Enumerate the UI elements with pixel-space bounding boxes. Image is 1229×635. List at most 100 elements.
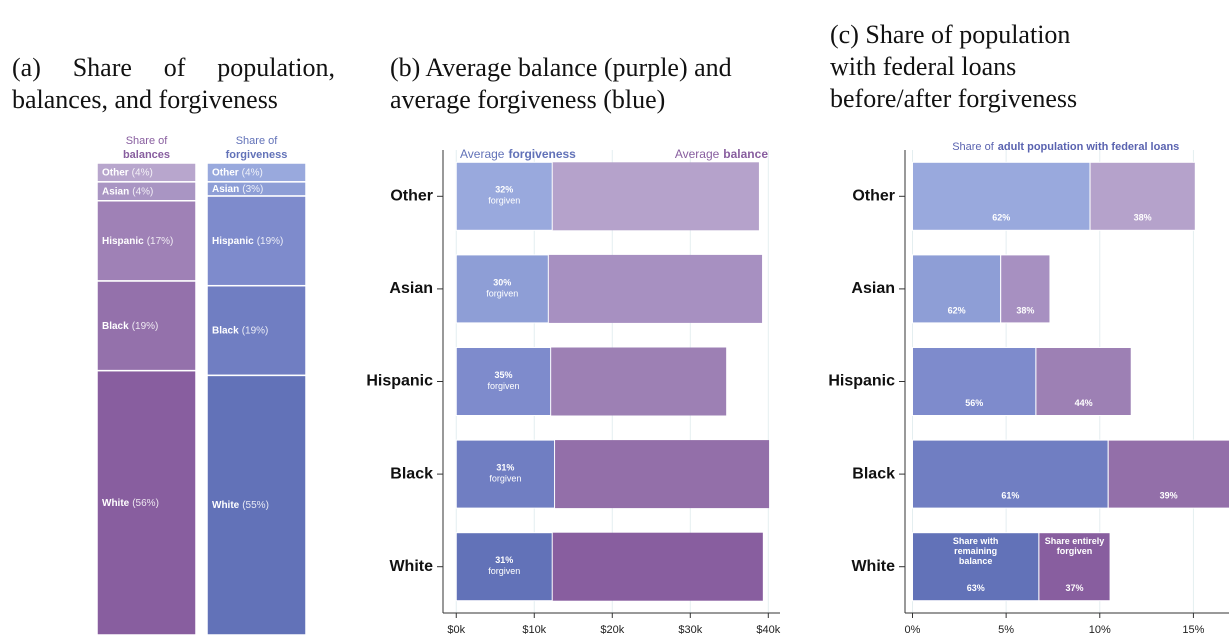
column-header: Share of <box>236 135 279 147</box>
category-label: Asian <box>389 280 433 297</box>
value-label: (19%) <box>242 325 269 336</box>
segment-share: 61% <box>1001 490 1019 500</box>
category-label: White <box>851 558 895 575</box>
category-name: Black <box>212 325 239 336</box>
category-name: White <box>212 500 240 511</box>
segment <box>911 439 1109 509</box>
value-label: (19%) <box>132 320 159 331</box>
segment-label: Hispanic (17%) <box>102 236 173 247</box>
x-tick-label: $0k <box>447 624 465 635</box>
legend-entry: Average forgiveness <box>460 147 576 161</box>
segment <box>1035 347 1132 416</box>
value-label: (56%) <box>132 497 159 508</box>
legend-name: balance <box>723 147 768 161</box>
x-tick-label: 5% <box>998 624 1014 635</box>
forgiven-share: 30% <box>493 277 511 287</box>
forgiven-share: 31% <box>496 462 514 472</box>
segment-share: 63% <box>967 583 985 593</box>
value-label: (17%) <box>147 236 174 247</box>
segment <box>206 195 307 287</box>
value-label: (4%) <box>242 167 263 178</box>
segment-share: 38% <box>1134 213 1152 223</box>
segment-share: 38% <box>1016 305 1034 315</box>
forgiven-share: 32% <box>495 185 513 195</box>
forgiven-word: forgiven <box>486 288 518 298</box>
category-label: White <box>389 558 433 575</box>
column-header: balances <box>123 149 170 161</box>
x-tick-label: 10% <box>1089 624 1111 635</box>
header-bold: adult population with federal loans <box>998 141 1180 153</box>
segment <box>911 532 1040 602</box>
value-label: (4%) <box>132 167 153 178</box>
category-label: Hispanic <box>828 373 895 390</box>
segment-label: Other (4%) <box>212 167 263 178</box>
segment <box>96 369 197 635</box>
column-header: Share of <box>126 135 169 147</box>
value-label: (3%) <box>242 184 263 195</box>
category-name: White <box>102 497 130 508</box>
panel-a-title: (a) Share of population, balances, and f… <box>12 53 335 114</box>
category-label: Black <box>390 465 433 482</box>
segment <box>206 284 307 377</box>
legend-prefix: Average <box>675 147 720 161</box>
forgiveness-bar <box>455 161 553 231</box>
legend-prefix: Average <box>460 147 505 161</box>
forgiveness-bar <box>455 532 553 602</box>
forgiven-word: forgiven <box>488 566 520 576</box>
category-label: Asian <box>851 280 895 297</box>
segment <box>911 254 1002 324</box>
forgiven-word: forgiven <box>487 381 519 391</box>
segment-label: White (55%) <box>212 500 269 511</box>
forgiveness-bar <box>455 347 552 416</box>
value-label: (55%) <box>242 500 269 511</box>
segment-label: Asian (4%) <box>102 186 153 197</box>
segment <box>911 161 1091 231</box>
category-name: Other <box>212 167 239 178</box>
forgiven-share: 35% <box>494 370 512 380</box>
series-name: Share with remaining balance <box>952 535 999 566</box>
segment <box>206 374 307 635</box>
category-name: Other <box>102 167 129 178</box>
category-name: Hispanic <box>102 236 144 247</box>
segment-share: 44% <box>1075 398 1093 408</box>
category-name: Black <box>102 320 129 331</box>
panel-c-title: (c) Share of population with federal loa… <box>830 20 1078 113</box>
forgiveness-bar <box>455 254 549 324</box>
category-name: Hispanic <box>212 236 254 247</box>
legend-entry: Average balance <box>675 147 769 161</box>
category-label: Hispanic <box>366 373 433 390</box>
bars <box>911 161 1229 602</box>
segment-share: 62% <box>992 213 1010 223</box>
x-tick-label: 0% <box>905 624 921 635</box>
forgiven-word: forgiven <box>488 196 520 206</box>
category-label: Black <box>852 465 895 482</box>
segment <box>1038 532 1111 602</box>
forgiven-word: forgiven <box>489 473 521 483</box>
panel-header: Share of adult population with federal lo… <box>952 141 1179 153</box>
category-label: Other <box>852 188 895 205</box>
segment <box>1107 439 1229 509</box>
segment-label: Black (19%) <box>212 325 268 336</box>
forgiveness-bar <box>455 439 556 509</box>
forgiven-share: 31% <box>495 555 513 565</box>
category-name: Asian <box>102 186 129 197</box>
segment <box>96 200 197 282</box>
value-label: (4%) <box>132 186 153 197</box>
segment-label: Hispanic (19%) <box>212 236 283 247</box>
value-label: (19%) <box>257 236 284 247</box>
legend-name: forgiveness <box>508 147 576 161</box>
category-label: Other <box>390 188 433 205</box>
segment-label: White (56%) <box>102 497 159 508</box>
x-tick-label: $40k <box>756 624 780 635</box>
segment-share: 56% <box>965 398 983 408</box>
category-name: Asian <box>212 184 239 195</box>
segment-share: 62% <box>948 305 966 315</box>
segment-label: Asian (3%) <box>212 184 263 195</box>
segment-share: 37% <box>1065 583 1083 593</box>
segment <box>1089 161 1196 231</box>
x-tick-label: $20k <box>600 624 624 635</box>
segment-label: Other (4%) <box>102 167 153 178</box>
series-name: Share entirely forgiven <box>1044 535 1105 556</box>
